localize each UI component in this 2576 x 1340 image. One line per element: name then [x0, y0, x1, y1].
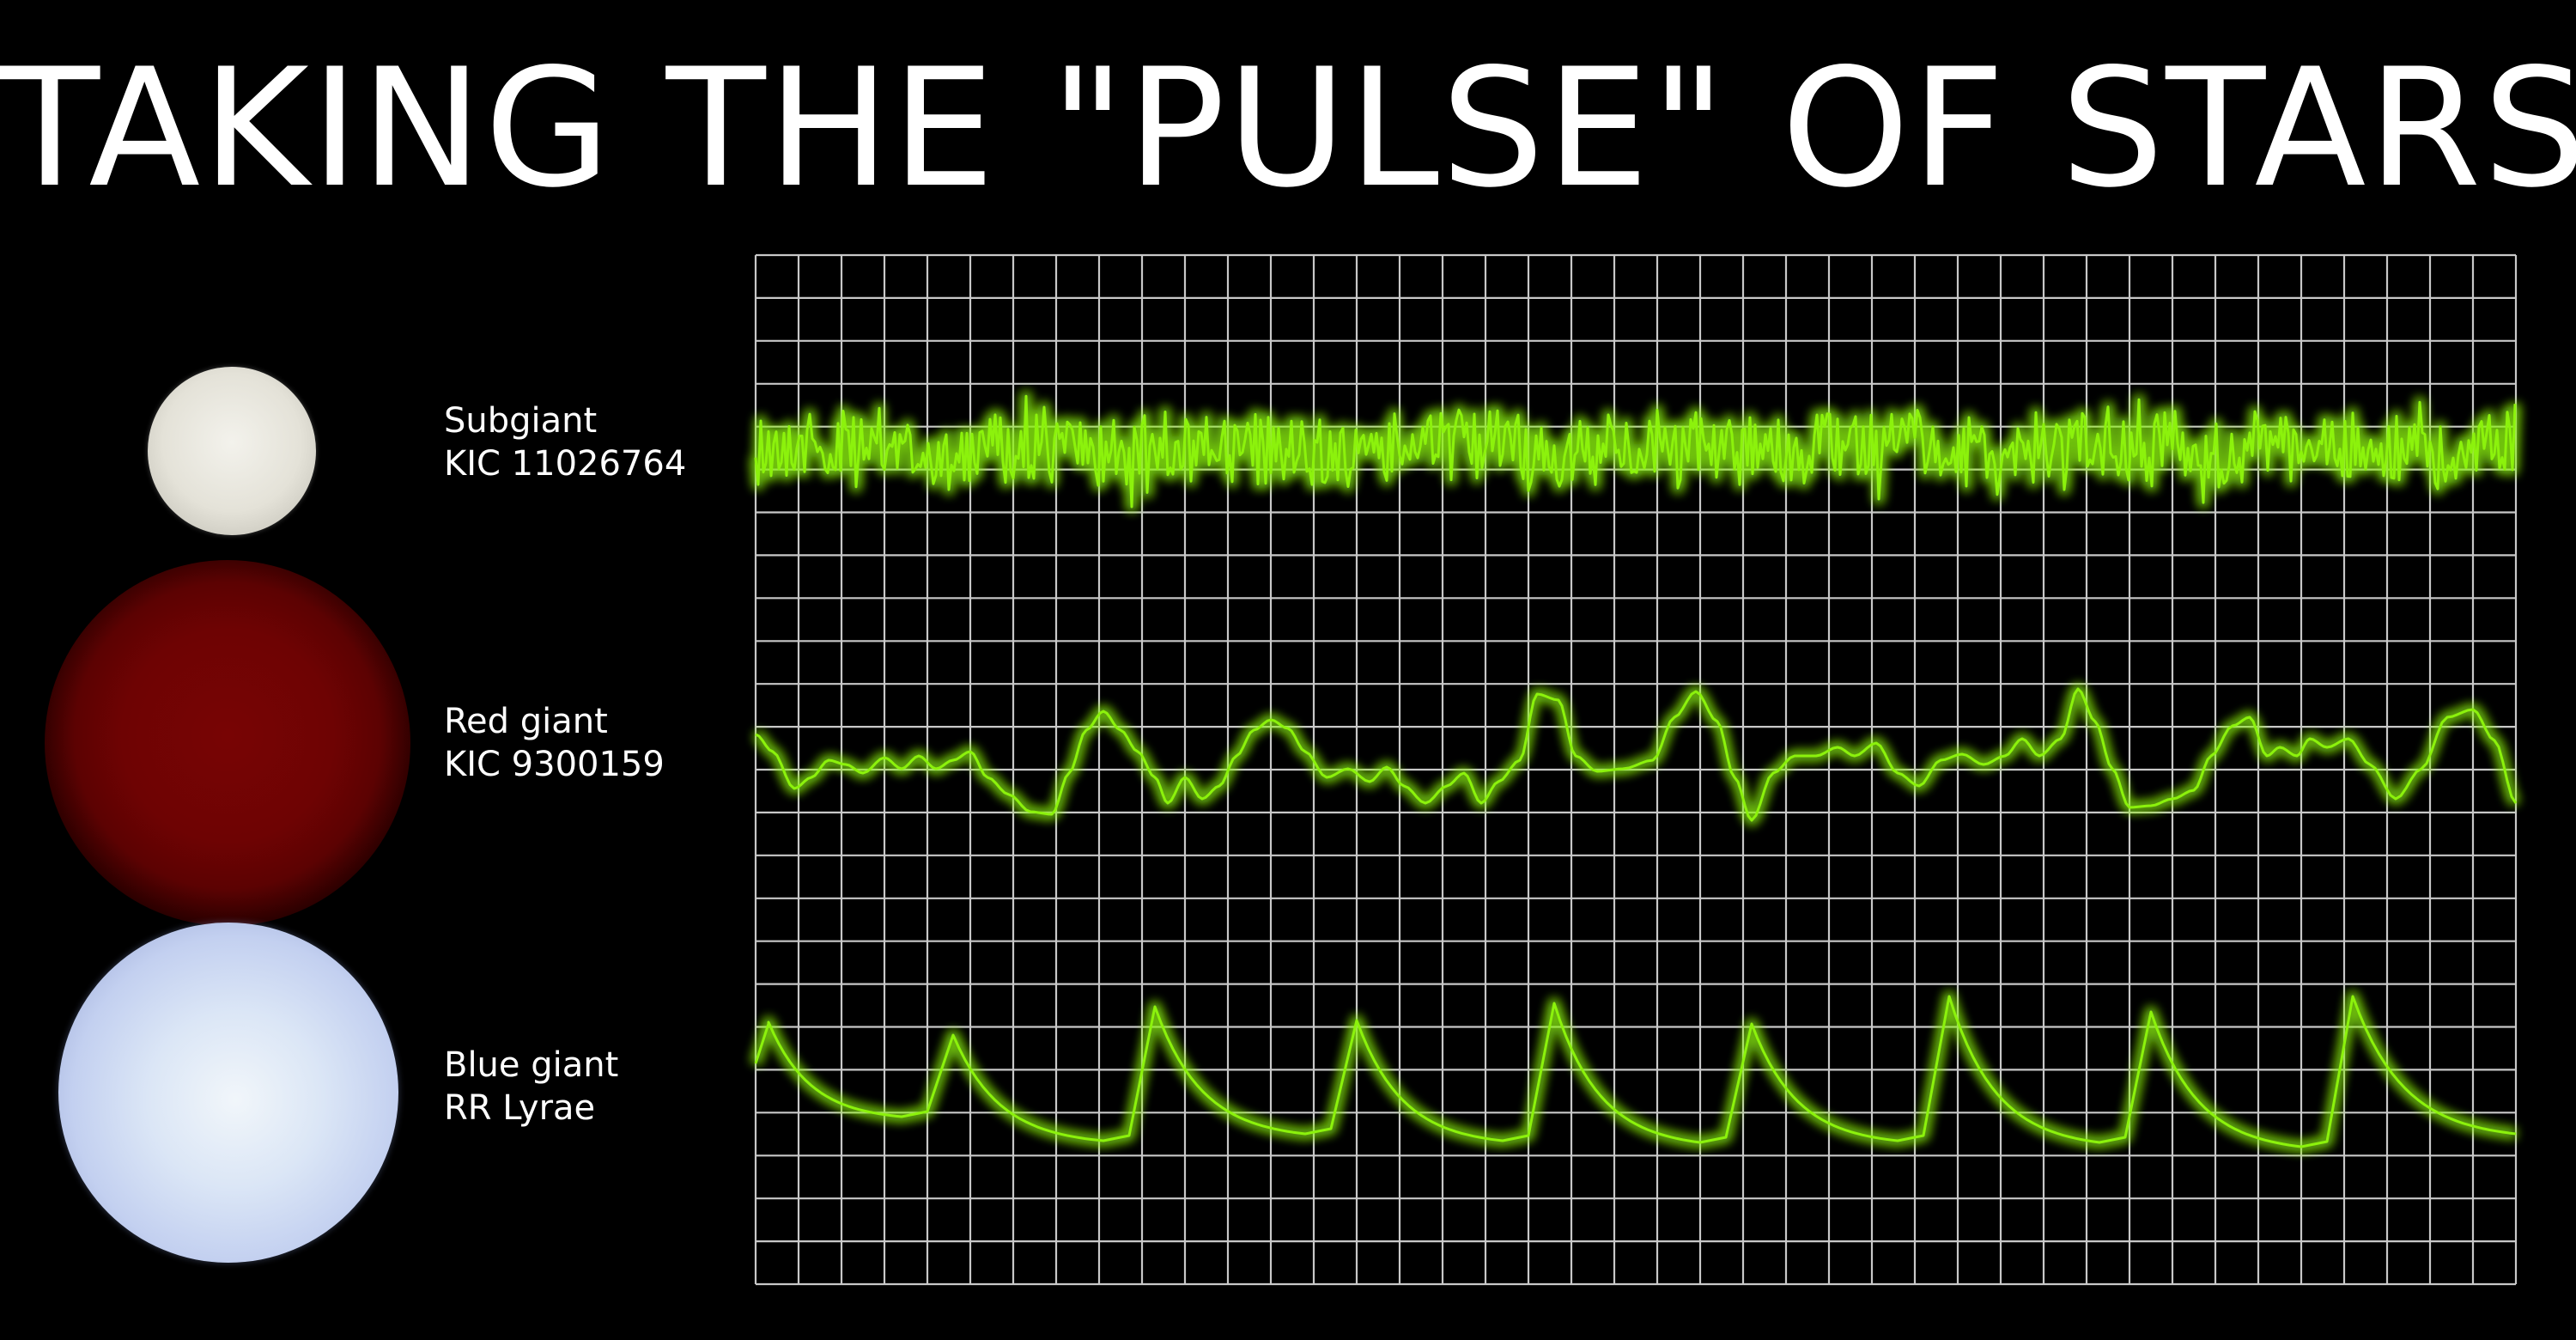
red-giant-star-image [45, 560, 410, 926]
subgiant-id: KIC 11026764 [444, 444, 687, 484]
blue-giant-id: RR Lyrae [444, 1088, 596, 1128]
page-title: TAKING THE "PULSE" OF STARS [0, 34, 2576, 223]
subgiant-star-image [148, 367, 316, 535]
red-giant-label: Red giant KIC 9300159 [444, 700, 665, 786]
blue-giant-star-image [58, 923, 398, 1263]
subgiant-label: Subgiant KIC 11026764 [444, 399, 686, 485]
blue-giant-label: Blue giant RR Lyrae [444, 1044, 618, 1130]
red-giant-light-curve-glow [753, 684, 2521, 825]
subgiant-light-curve [754, 394, 2517, 509]
red-giant-light-curve [755, 687, 2518, 822]
blue-giant-type: Blue giant [444, 1045, 619, 1085]
red-giant-type: Red giant [444, 702, 608, 741]
red-giant-id: KIC 9300159 [444, 745, 665, 784]
blue-giant-light-curve [754, 995, 2517, 1148]
light-curve-traces [750, 391, 2521, 1152]
subgiant-type: Subgiant [444, 401, 598, 441]
